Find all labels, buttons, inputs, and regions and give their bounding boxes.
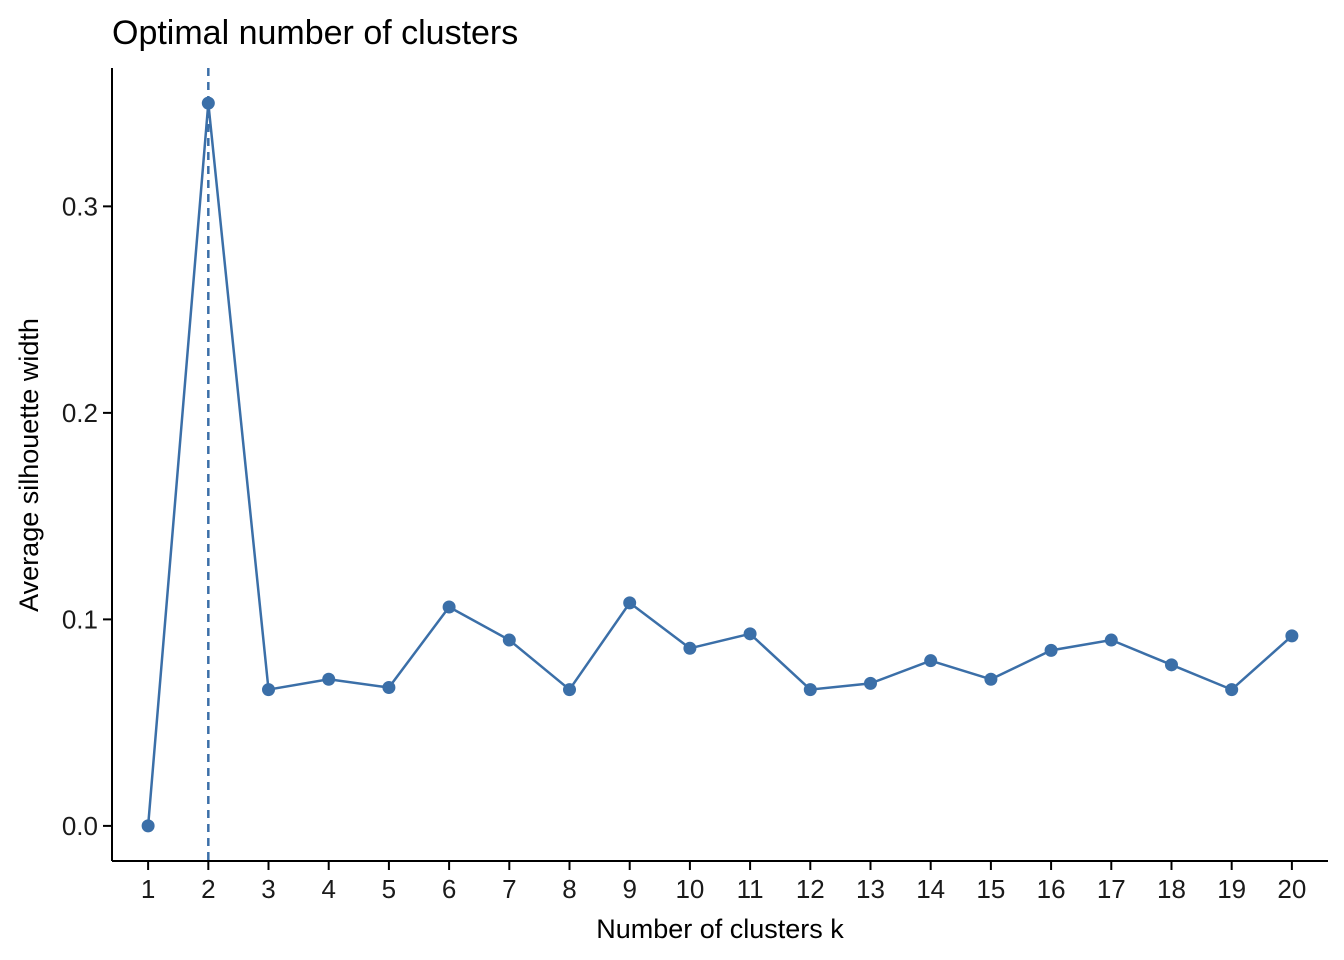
data-point-k20 bbox=[1285, 629, 1299, 643]
y-axis: 0.0 0.1 0.2 0.3 bbox=[62, 191, 112, 841]
data-point-k14 bbox=[924, 654, 938, 668]
data-point-k19 bbox=[1225, 683, 1239, 697]
data-point-k16 bbox=[1044, 643, 1058, 657]
data-point-k13 bbox=[863, 676, 877, 690]
x-tick-label: 13 bbox=[856, 874, 885, 904]
data-point-k5 bbox=[382, 681, 396, 695]
data-point-k8 bbox=[563, 683, 577, 697]
x-tick-label: 16 bbox=[1037, 874, 1066, 904]
data-point-k18 bbox=[1164, 658, 1178, 672]
x-tick-label: 11 bbox=[737, 874, 764, 904]
plot-area bbox=[141, 68, 1299, 861]
y-axis-title: Average silhouette width bbox=[14, 318, 44, 612]
data-point-k2 bbox=[201, 96, 215, 110]
x-tick-label: 17 bbox=[1097, 874, 1126, 904]
x-tick-label: 19 bbox=[1217, 874, 1246, 904]
x-tick-label: 7 bbox=[502, 874, 516, 904]
x-tick-label: 15 bbox=[976, 874, 1005, 904]
data-point-k9 bbox=[623, 596, 637, 610]
y-tick-label: 0.0 bbox=[62, 811, 98, 841]
x-tick-label: 10 bbox=[675, 874, 704, 904]
y-tick-label: 0.2 bbox=[62, 398, 98, 428]
y-tick-label: 0.3 bbox=[62, 191, 98, 221]
chart-title: Optimal number of clusters bbox=[112, 14, 518, 52]
data-point-k7 bbox=[502, 633, 516, 647]
data-point-k12 bbox=[803, 683, 817, 697]
x-tick-label: 4 bbox=[321, 874, 335, 904]
data-point-k10 bbox=[683, 641, 697, 655]
x-axis: 1 2 3 4 5 6 7 8 9 10 11 12 13 14 15 16 17 18 19 20 bbox=[141, 861, 1306, 904]
x-axis-title: Number of clusters k bbox=[596, 914, 844, 944]
data-point-k4 bbox=[322, 672, 336, 686]
x-tick-label: 14 bbox=[916, 874, 945, 904]
series-line bbox=[146, 102, 1293, 826]
x-tick-label: 2 bbox=[201, 874, 215, 904]
data-point-k3 bbox=[262, 683, 276, 697]
data-point-k6 bbox=[442, 600, 456, 614]
y-tick-label: 0.1 bbox=[62, 604, 98, 634]
data-point-k11 bbox=[743, 627, 757, 641]
x-tick-label: 20 bbox=[1277, 874, 1306, 904]
x-tick-label: 8 bbox=[562, 874, 576, 904]
data-point-k15 bbox=[984, 672, 998, 686]
x-tick-label: 5 bbox=[382, 874, 396, 904]
x-tick-label: 9 bbox=[622, 874, 636, 904]
x-tick-label: 6 bbox=[442, 874, 456, 904]
data-point-k1 bbox=[141, 819, 155, 833]
x-tick-label: 3 bbox=[261, 874, 275, 904]
x-tick-label: 12 bbox=[796, 874, 825, 904]
data-point-k17 bbox=[1104, 633, 1118, 647]
x-tick-label: 1 bbox=[141, 874, 155, 904]
x-tick-label: 18 bbox=[1157, 874, 1186, 904]
